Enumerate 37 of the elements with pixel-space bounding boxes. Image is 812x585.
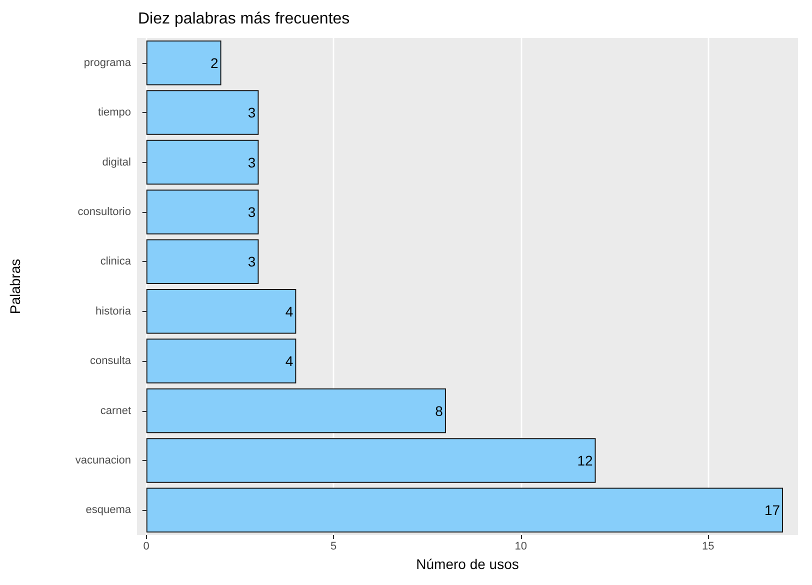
y-tick-label: consultorio [78,206,131,218]
x-tick-label: 0 [143,540,150,552]
y-tick-label: digital [102,156,131,168]
bar [146,488,784,533]
data-label: 3 [248,254,256,270]
data-label: 17 [764,502,780,518]
bar [146,40,222,86]
y-tick-label: clinica [100,256,132,268]
y-tick-label: vacunacion [75,454,131,466]
y-axis-title: Palabras [7,258,23,314]
y-tick-label: consulta [90,355,132,368]
chart-title: Diez palabras más frecuentes [138,10,350,28]
bar [146,239,259,284]
bar [146,90,259,135]
data-label: 2 [210,54,218,71]
data-label: 8 [435,402,444,419]
y-tick-label: carnet [100,404,131,417]
data-label: 3 [248,154,256,170]
bar [146,438,596,483]
data-label: 4 [285,303,294,320]
bar [146,190,259,234]
x-axis-title: Número de usos [416,556,519,572]
data-label: 3 [248,104,256,121]
data-label: 3 [248,204,256,220]
bar [146,140,259,185]
y-tick-label: programa [84,56,132,69]
bar [146,338,296,384]
y-tick-label: tiempo [98,106,131,119]
y-tick-label: historia [96,305,132,318]
x-tick-label: 5 [330,540,337,552]
data-label: 12 [577,452,593,468]
x-tick-label: 15 [702,540,714,552]
bar [146,288,296,334]
bar [146,388,446,434]
y-tick-label: esquema [86,504,132,516]
x-tick-label: 10 [514,540,527,552]
data-label: 4 [285,353,294,370]
